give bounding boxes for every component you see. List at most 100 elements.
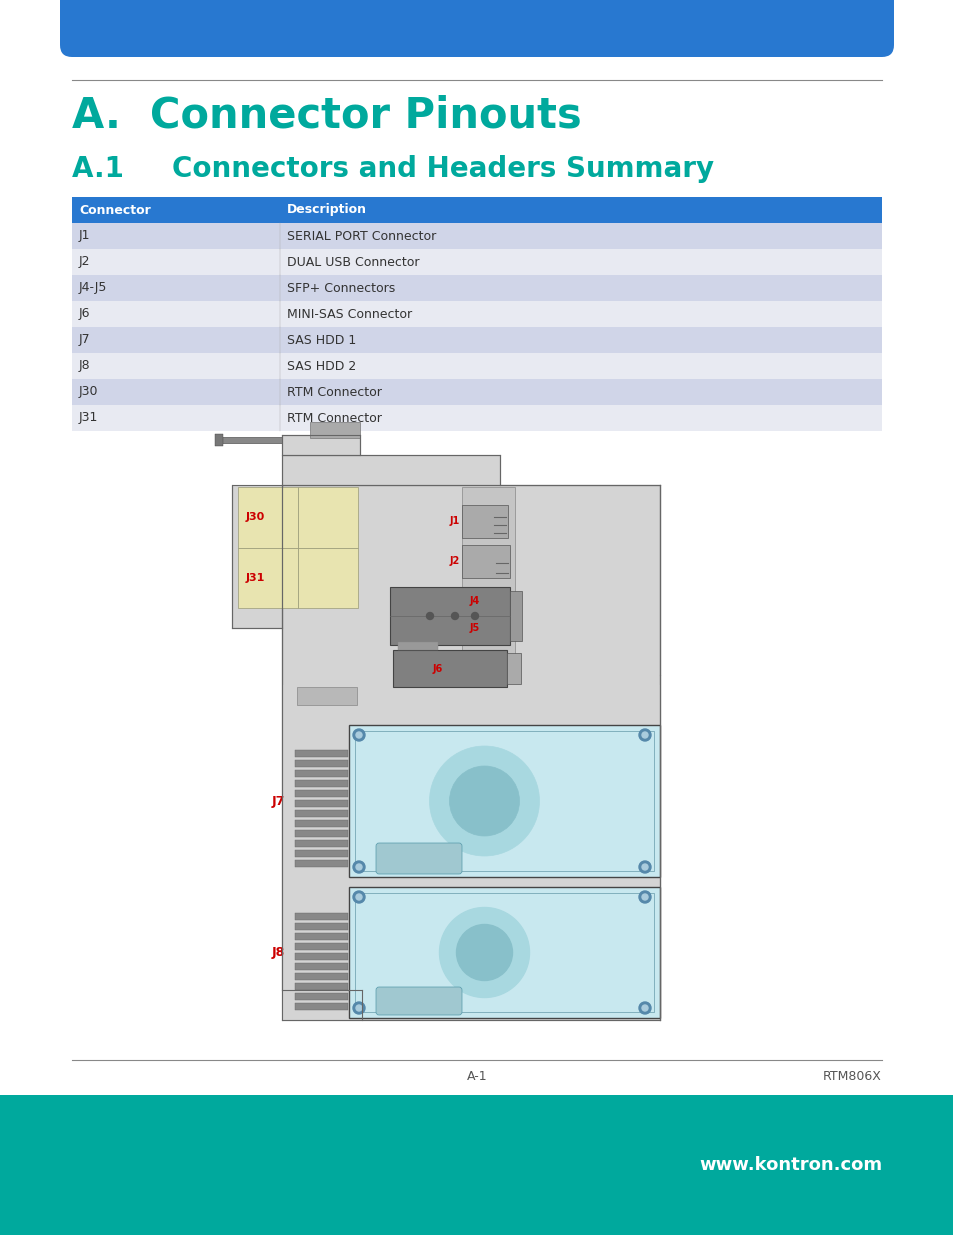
Bar bbox=[237, 487, 297, 547]
Circle shape bbox=[355, 1005, 361, 1011]
Text: SFP+ Connectors: SFP+ Connectors bbox=[287, 282, 395, 294]
Bar bbox=[294, 781, 348, 787]
Bar bbox=[71, 224, 882, 249]
Bar bbox=[294, 820, 348, 827]
Text: J2: J2 bbox=[449, 557, 459, 567]
Bar bbox=[349, 887, 659, 1018]
Text: J6: J6 bbox=[79, 308, 91, 321]
Circle shape bbox=[639, 890, 650, 903]
Bar bbox=[294, 810, 348, 818]
Bar bbox=[0, 1095, 953, 1235]
Text: MINI-SAS Connector: MINI-SAS Connector bbox=[287, 308, 412, 321]
Text: RTM806X: RTM806X bbox=[822, 1071, 882, 1083]
Bar bbox=[71, 301, 882, 327]
Circle shape bbox=[353, 890, 365, 903]
Circle shape bbox=[439, 908, 529, 998]
Circle shape bbox=[353, 729, 365, 741]
Bar bbox=[71, 198, 882, 224]
Bar bbox=[390, 587, 510, 645]
Bar bbox=[294, 944, 348, 950]
Text: www.kontron.com: www.kontron.com bbox=[699, 1156, 882, 1174]
Text: J6: J6 bbox=[433, 663, 443, 673]
FancyBboxPatch shape bbox=[375, 844, 461, 874]
Circle shape bbox=[355, 864, 361, 869]
Bar bbox=[355, 731, 654, 871]
Bar bbox=[294, 1003, 348, 1010]
Bar bbox=[71, 327, 882, 353]
Circle shape bbox=[639, 729, 650, 741]
Bar bbox=[297, 487, 357, 547]
Bar bbox=[71, 379, 882, 405]
Text: J5: J5 bbox=[470, 622, 479, 632]
Bar bbox=[71, 353, 882, 379]
Circle shape bbox=[353, 861, 365, 873]
FancyBboxPatch shape bbox=[60, 0, 893, 57]
Text: A.  Connector Pinouts: A. Connector Pinouts bbox=[71, 95, 581, 137]
Bar bbox=[294, 840, 348, 847]
Circle shape bbox=[641, 894, 647, 900]
Bar bbox=[310, 422, 359, 438]
Bar bbox=[218, 437, 282, 443]
Text: J1: J1 bbox=[79, 230, 91, 242]
Bar bbox=[297, 547, 357, 608]
Text: Description: Description bbox=[287, 204, 367, 216]
Circle shape bbox=[355, 732, 361, 739]
Circle shape bbox=[641, 732, 647, 739]
Bar bbox=[294, 963, 348, 969]
Text: J8: J8 bbox=[272, 946, 285, 960]
Bar bbox=[397, 642, 437, 650]
Text: A.1     Connectors and Headers Summary: A.1 Connectors and Headers Summary bbox=[71, 156, 714, 183]
Bar bbox=[461, 487, 515, 662]
Bar bbox=[510, 592, 521, 641]
Bar bbox=[461, 545, 510, 578]
Bar bbox=[282, 454, 499, 485]
Bar bbox=[349, 725, 659, 877]
Text: J1: J1 bbox=[449, 516, 459, 526]
Text: SAS HDD 2: SAS HDD 2 bbox=[287, 359, 355, 373]
Bar bbox=[294, 932, 348, 940]
Bar bbox=[294, 800, 348, 806]
Text: J30: J30 bbox=[246, 513, 265, 522]
Text: J7: J7 bbox=[272, 794, 285, 808]
Bar bbox=[355, 893, 654, 1011]
Bar bbox=[294, 850, 348, 857]
Circle shape bbox=[355, 894, 361, 900]
Text: J30: J30 bbox=[79, 385, 98, 399]
Bar bbox=[282, 435, 359, 454]
Circle shape bbox=[641, 1005, 647, 1011]
FancyBboxPatch shape bbox=[375, 987, 461, 1015]
Text: J2: J2 bbox=[79, 256, 91, 268]
Bar bbox=[232, 485, 282, 629]
Bar bbox=[294, 750, 348, 757]
Text: DUAL USB Connector: DUAL USB Connector bbox=[287, 256, 419, 268]
Bar bbox=[296, 687, 356, 705]
Circle shape bbox=[451, 613, 458, 620]
Text: RTM Connector: RTM Connector bbox=[287, 411, 381, 425]
Circle shape bbox=[426, 613, 433, 620]
Bar bbox=[294, 923, 348, 930]
Text: SERIAL PORT Connector: SERIAL PORT Connector bbox=[287, 230, 436, 242]
Text: J4-J5: J4-J5 bbox=[79, 282, 108, 294]
Text: RTM Connector: RTM Connector bbox=[287, 385, 381, 399]
Bar bbox=[237, 547, 297, 608]
Bar bbox=[294, 830, 348, 837]
Circle shape bbox=[471, 613, 478, 620]
Text: J31: J31 bbox=[79, 411, 98, 425]
Circle shape bbox=[456, 925, 512, 981]
Text: Connector: Connector bbox=[79, 204, 151, 216]
Bar bbox=[282, 685, 659, 1020]
Bar bbox=[294, 860, 348, 867]
Bar bbox=[294, 790, 348, 797]
Circle shape bbox=[639, 1002, 650, 1014]
Text: J8: J8 bbox=[79, 359, 91, 373]
Bar bbox=[71, 275, 882, 301]
Bar bbox=[294, 983, 348, 990]
Bar bbox=[393, 650, 506, 687]
Bar bbox=[506, 653, 520, 684]
Bar bbox=[71, 249, 882, 275]
Text: J4: J4 bbox=[470, 597, 479, 606]
Bar bbox=[294, 769, 348, 777]
Bar bbox=[282, 485, 659, 1020]
Text: SAS HDD 1: SAS HDD 1 bbox=[287, 333, 355, 347]
Bar bbox=[294, 913, 348, 920]
